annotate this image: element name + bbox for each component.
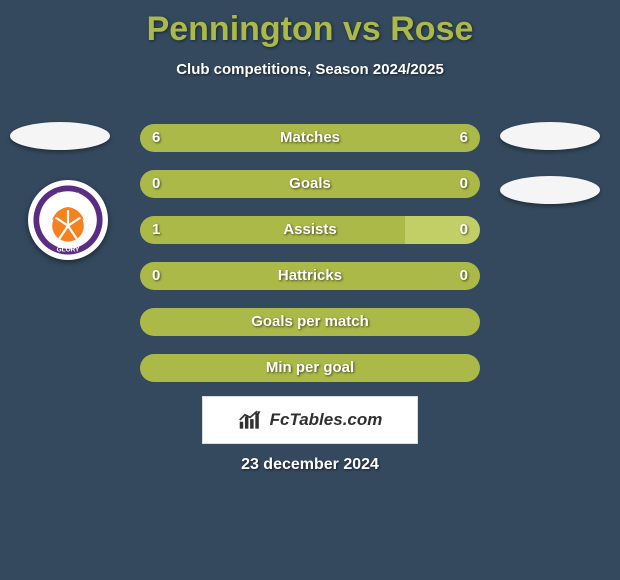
stat-label: Hattricks — [140, 262, 480, 290]
brand-chart-icon — [238, 409, 264, 431]
logo-text-top: PERTH — [57, 192, 79, 199]
stat-row: 00Goals — [140, 170, 480, 198]
stat-label: Matches — [140, 124, 480, 152]
brand-text: FcTables.com — [270, 410, 383, 430]
comparison-chart: 66Matches 00Goals 10Assists 00Hattricks Goal… — [140, 124, 480, 400]
perth-glory-logo-icon: PERTH GLORY — [32, 184, 104, 256]
player-photo-oval — [500, 176, 600, 204]
stat-row: 00Hattricks — [140, 262, 480, 290]
stat-row: 66Matches — [140, 124, 480, 152]
page-title: Pennington vs Rose — [0, 0, 620, 49]
team-logo-perth-glory: PERTH GLORY — [28, 180, 108, 260]
brand-badge: FcTables.com — [202, 396, 418, 444]
page-subtitle: Club competitions, Season 2024/2025 — [0, 61, 620, 78]
stat-label: Goals per match — [140, 308, 480, 336]
player-photo-oval — [10, 122, 110, 150]
player-photo-oval — [500, 122, 600, 150]
stat-row: 10Assists — [140, 216, 480, 244]
date-label: 23 december 2024 — [0, 456, 620, 474]
stat-label: Assists — [140, 216, 480, 244]
stat-label: Goals — [140, 170, 480, 198]
logo-text-bottom: GLORY — [57, 247, 80, 254]
stat-row: Goals per match — [140, 308, 480, 336]
stat-row: Min per goal — [140, 354, 480, 382]
stat-label: Min per goal — [140, 354, 480, 382]
